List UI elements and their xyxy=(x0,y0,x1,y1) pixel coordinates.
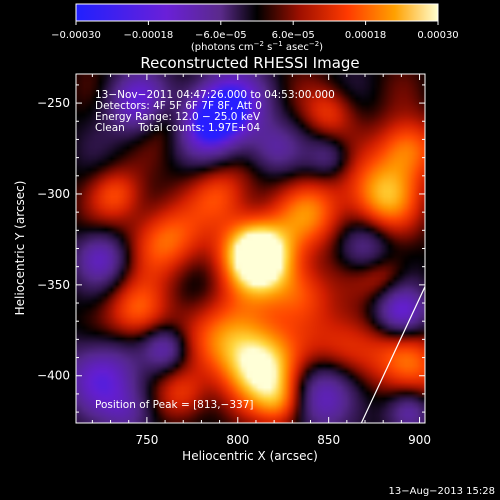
y-tick-label: −250 xyxy=(37,96,70,110)
colorbar-gradient xyxy=(75,3,439,22)
colorbar-tick-label: −0.00030 xyxy=(51,30,101,41)
y-tick-label: −350 xyxy=(37,278,70,292)
y-tick-label: −400 xyxy=(37,369,70,383)
info-line-energy: Energy Range: 12.0 − 25.0 keV xyxy=(95,111,261,123)
peak-position-label: Position of Peak = [813,−337] xyxy=(95,399,254,411)
colorbar-tick-label: 0.00030 xyxy=(417,30,458,41)
y-tick-label: −300 xyxy=(37,187,70,201)
info-line-detectors: Detectors: 4F 5F 6F 7F 8F, Att 0 xyxy=(95,100,262,112)
x-tick-label: 800 xyxy=(226,433,249,447)
colorbar-tick-label: −0.00018 xyxy=(124,30,174,41)
chart-title: Reconstructed RHESSI Image xyxy=(140,54,359,72)
solar-limb-line xyxy=(360,286,425,423)
x-axis-ticks: 750 800 850 900 xyxy=(91,74,431,447)
info-text: 13−Nov−2011 04:47:26.000 to 04:53:00.000… xyxy=(95,89,335,134)
colorbar-units: (photons cm−2 s−1 asec−2) xyxy=(191,40,323,53)
x-tick-label: 900 xyxy=(408,433,431,447)
x-tick-label: 850 xyxy=(317,433,340,447)
heatmap-image xyxy=(76,74,425,423)
y-axis-ticks: −250 −300 −350 −400 xyxy=(37,84,425,413)
footer-date: 13−Aug−2013 15:28 xyxy=(389,486,495,497)
x-tick-label: 750 xyxy=(135,433,158,447)
x-axis-label: Heliocentric X (arcsec) xyxy=(182,449,318,463)
colorbar: −0.00030 −0.00018 −6.0e−05 6.0e−05 0.00018 0.… xyxy=(51,3,459,53)
info-line-time: 13−Nov−2011 04:47:26.000 to 04:53:00.000 xyxy=(95,89,335,101)
colorbar-tick-label: 0.00018 xyxy=(345,30,386,41)
y-axis-label: Heliocentric Y (arcsec) xyxy=(13,181,27,316)
colorbar-ticks: −0.00030 −0.00018 −6.0e−05 6.0e−05 0.00018 0.… xyxy=(51,21,459,41)
colorbar-tick-label: −6.0e−05 xyxy=(195,30,247,41)
info-line-counts: Clean Total counts: 1.97E+04 xyxy=(95,122,260,134)
colorbar-tick-label: 6.0e−05 xyxy=(272,30,315,41)
